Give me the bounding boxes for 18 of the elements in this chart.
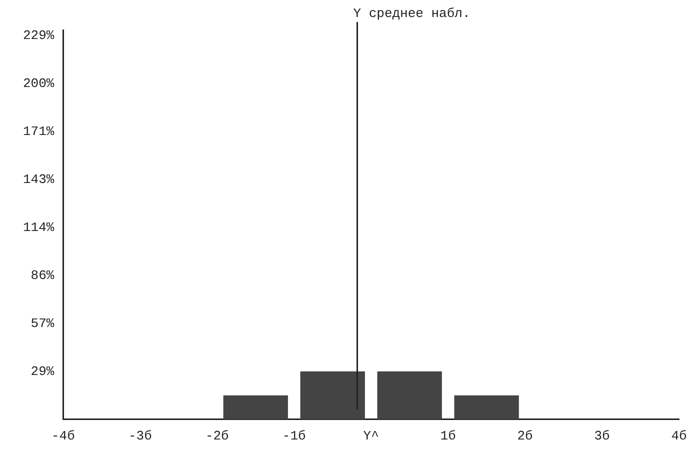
ref-line-label: Y среднее набл.	[353, 6, 470, 21]
x-tick-label: 3б	[594, 428, 610, 444]
y-tick-label: 171%	[22, 124, 54, 140]
y-tick-label: 114%	[22, 220, 54, 236]
y-tick-label: 229%	[22, 28, 54, 44]
x-tick-label: -2б	[205, 428, 230, 444]
x-tick-label: 1б	[440, 428, 456, 444]
y-tick-label: 143%	[22, 172, 54, 188]
x-tick-label: -1б	[282, 428, 306, 444]
y-tick-label: 86%	[30, 268, 54, 283]
x-tick-label: Y^	[363, 428, 379, 444]
x-tick-label: 2б	[517, 428, 534, 444]
x-tick-label: -4б	[52, 428, 76, 444]
y-tick-label: 200%	[22, 76, 54, 92]
x-tick-label: 4б	[671, 428, 687, 444]
x-tick-label: -3б	[128, 428, 152, 444]
y-tick-label: 57%	[30, 316, 54, 331]
y-tick-label: 29%	[30, 364, 54, 379]
